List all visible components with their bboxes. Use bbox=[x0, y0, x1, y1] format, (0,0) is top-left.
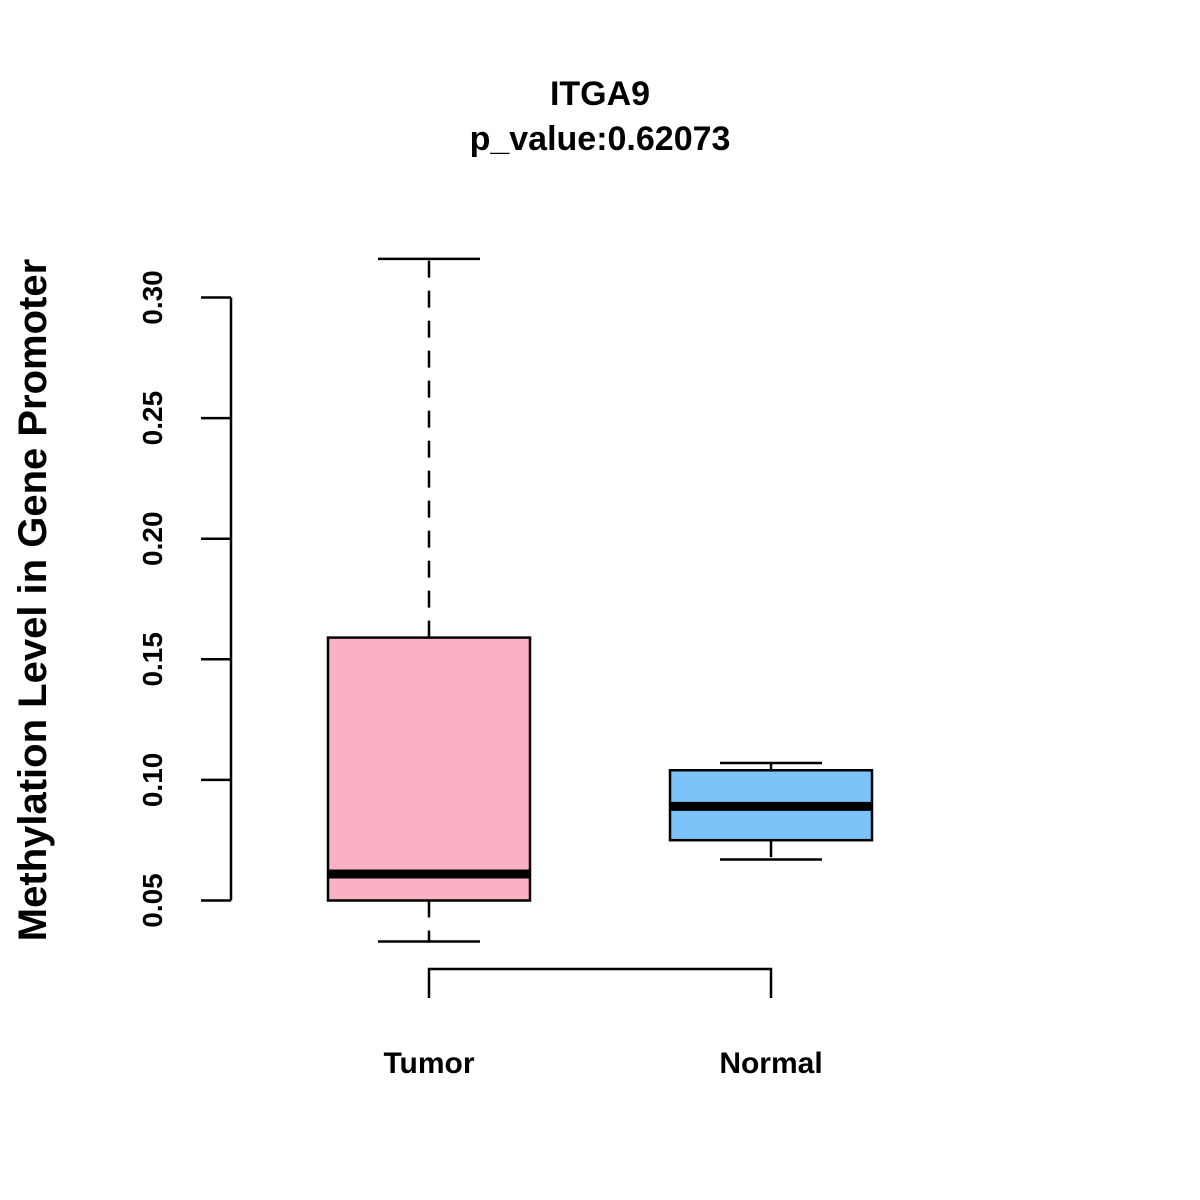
y-tick-label: 0.30 bbox=[137, 270, 168, 325]
x-axis-labels: Tumor Normal bbox=[383, 1047, 822, 1080]
y-tick-label: 0.25 bbox=[137, 391, 168, 446]
box-tumor-iqr bbox=[326, 636, 532, 902]
y-tick-label: 0.20 bbox=[137, 511, 168, 566]
y-tick-label: 0.15 bbox=[137, 632, 168, 687]
comparison-bracket bbox=[427, 967, 773, 998]
bracket-line bbox=[427, 967, 773, 998]
x-label-normal: Normal bbox=[719, 1047, 822, 1080]
x-label-tumor: Tumor bbox=[383, 1047, 474, 1080]
y-axis: 0.05 0.10 0.15 0.20 0.25 0.30 bbox=[137, 270, 233, 928]
y-axis-label: Methylation Level in Gene Promoter bbox=[11, 259, 55, 941]
chart-subtitle: p_value:0.62073 bbox=[470, 120, 731, 158]
y-tick-label: 0.10 bbox=[137, 753, 168, 808]
chart-title: ITGA9 bbox=[550, 75, 650, 113]
boxes-layer bbox=[326, 257, 874, 943]
y-tick-label: 0.05 bbox=[137, 873, 168, 928]
